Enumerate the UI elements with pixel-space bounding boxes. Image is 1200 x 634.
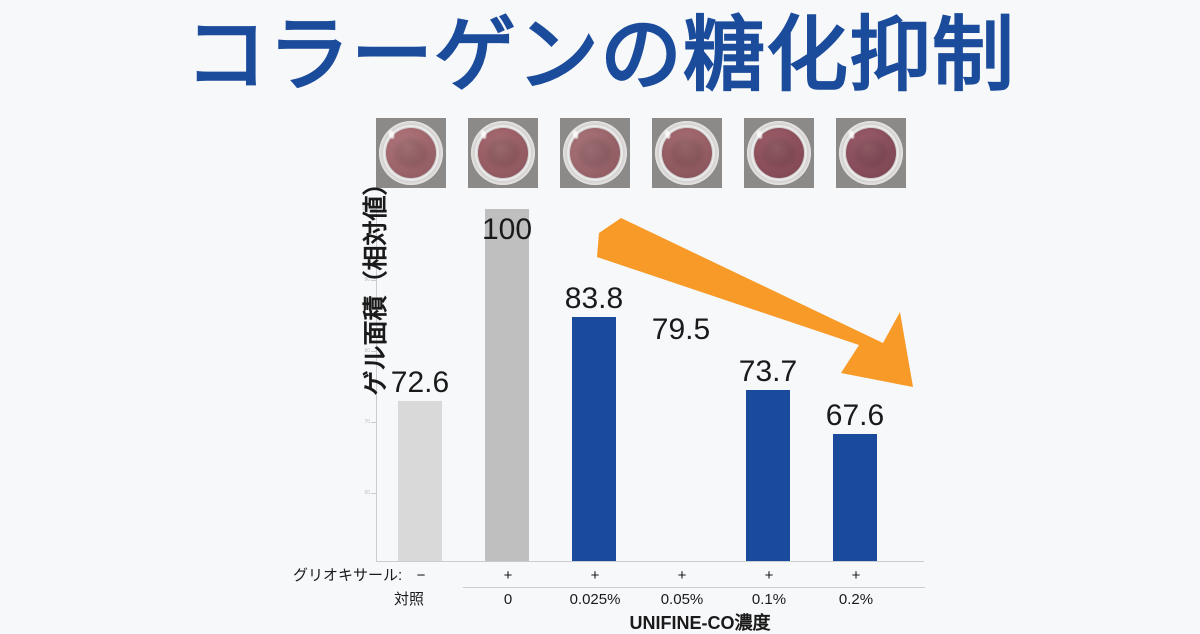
x-axis-baseline — [376, 561, 924, 562]
well-rim — [659, 125, 715, 181]
concentration-label: 0.2% — [838, 591, 874, 608]
y-axis-tick-label: 100 — [361, 206, 370, 212]
glyoxal-mark: + — [590, 567, 600, 584]
y-axis-tick — [371, 209, 376, 210]
glyoxal-row-label: グリオキサール: — [293, 567, 403, 584]
bar-value-label: 67.6 — [825, 399, 885, 432]
glyoxal-mark: + — [677, 567, 687, 584]
well-image — [836, 118, 906, 188]
glyoxal-mark: + — [851, 567, 861, 584]
bar-chart-plot-area: 100 90 80 70 60 72.6 100 83.8 79.5 73.7 … — [362, 200, 924, 562]
well-image — [652, 118, 722, 188]
control-label: 対照 — [393, 591, 424, 608]
y-axis-tick — [371, 351, 376, 352]
glyoxal-mark: + — [503, 567, 513, 584]
bar-value-label: 83.8 — [564, 282, 624, 315]
bar-conc-0025[interactable] — [572, 317, 616, 561]
bar-conc-005[interactable] — [659, 348, 703, 561]
concentration-label: 0.1% — [751, 591, 787, 608]
y-axis-tick-label: 60 — [364, 490, 370, 496]
bar-value-label: 73.7 — [738, 355, 798, 388]
y-axis-tick — [371, 280, 376, 281]
well-rim — [567, 125, 623, 181]
page-title: コラーゲンの糖化抑制 — [184, 10, 1015, 101]
concentration-label: 0 — [503, 591, 513, 608]
concentration-underline — [463, 587, 925, 588]
glyoxal-mark: + — [764, 567, 774, 584]
well-rim — [751, 125, 807, 181]
concentration-label: 0.05% — [660, 591, 704, 608]
x-axis-label-group: グリオキサール: − + + + + + 対照 0 0.025% 0.05% 0… — [0, 562, 1200, 633]
well-image — [560, 118, 630, 188]
bar-control[interactable] — [398, 401, 442, 561]
well-image — [744, 118, 814, 188]
y-axis-title: ゲル面積（相対値） — [362, 170, 390, 396]
well-rim — [383, 125, 439, 181]
bar-value-label: 100 — [481, 213, 533, 246]
y-axis-tick-label: 70 — [364, 419, 370, 425]
bar-conc-01[interactable] — [746, 390, 790, 561]
y-axis-line — [376, 200, 377, 562]
well-rim — [475, 125, 531, 181]
y-axis-tick — [371, 493, 376, 494]
well-rim — [843, 125, 899, 181]
bar-conc-02[interactable] — [833, 434, 877, 561]
y-axis-tick-label: 80 — [364, 348, 370, 354]
bar-glyoxal-0[interactable] — [485, 209, 529, 561]
x-axis-title: UNIFINE-CO濃度 — [629, 613, 771, 633]
concentration-label: 0.025% — [569, 591, 621, 608]
y-axis-tick-label: 90 — [364, 277, 370, 283]
glyoxal-mark: − — [416, 567, 426, 584]
bar-value-label: 72.6 — [390, 366, 450, 399]
y-axis-tick — [371, 422, 376, 423]
bar-value-label: 79.5 — [651, 313, 711, 346]
well-image-strip — [376, 118, 924, 188]
well-image — [468, 118, 538, 188]
well-image — [376, 118, 446, 188]
